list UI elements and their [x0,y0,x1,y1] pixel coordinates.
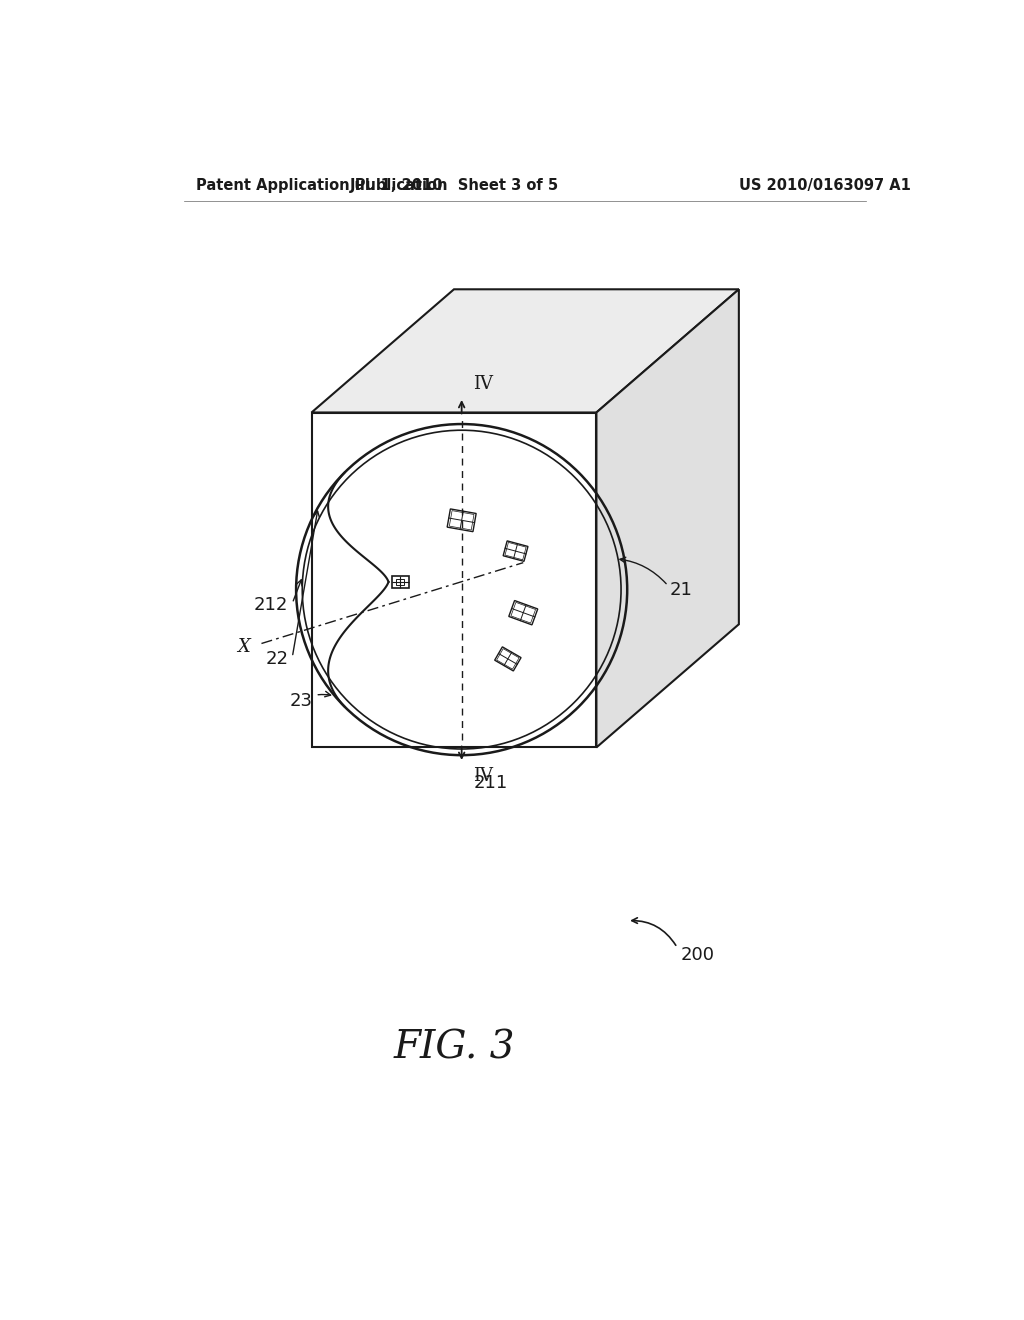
Text: X: X [237,639,250,656]
Polygon shape [503,541,528,561]
Polygon shape [311,289,739,412]
Polygon shape [391,576,409,589]
Text: IV: IV [473,767,494,784]
Polygon shape [311,412,596,747]
Text: 200: 200 [681,946,715,965]
Polygon shape [495,647,521,671]
Text: 211: 211 [473,775,508,792]
Text: 212: 212 [254,597,289,614]
Polygon shape [447,510,476,532]
Polygon shape [596,289,739,747]
Text: Jul. 1, 2010   Sheet 3 of 5: Jul. 1, 2010 Sheet 3 of 5 [349,178,558,193]
Text: 21: 21 [670,581,692,598]
Text: 23: 23 [290,692,313,710]
Text: Patent Application Publication: Patent Application Publication [196,178,447,193]
Text: IV: IV [473,375,494,393]
Text: FIG. 3: FIG. 3 [393,1030,515,1067]
Polygon shape [509,601,538,624]
Text: 22: 22 [265,649,289,668]
Text: US 2010/0163097 A1: US 2010/0163097 A1 [739,178,910,193]
